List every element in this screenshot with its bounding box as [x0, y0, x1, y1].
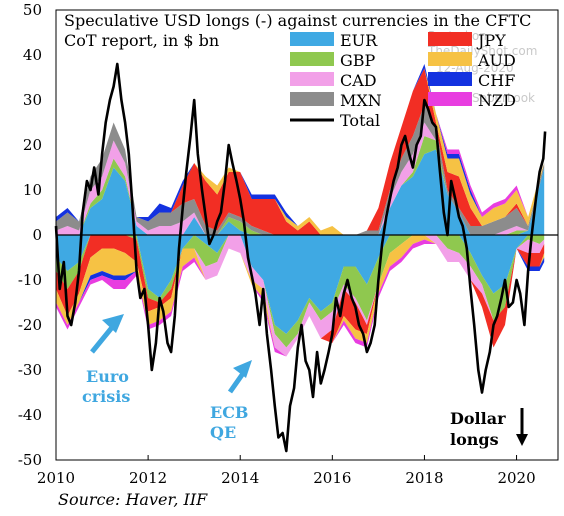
y-axis: 50 40 30 20 10 0 -10 -20 -30 -40 -50 — [18, 1, 42, 469]
legend-label-chf: CHF — [478, 71, 515, 90]
y-tick-label: 40 — [23, 46, 42, 64]
annotation-euro-crisis: Euro crisis — [82, 314, 130, 406]
legend-swatch-cad — [290, 72, 334, 86]
annotation-ecb-qe: ECB QE — [210, 360, 252, 442]
y-tick-label: 0 — [32, 226, 42, 244]
x-tick-label: 2014 — [221, 469, 259, 487]
area-aud-positive — [56, 68, 545, 235]
y-tick-label: -40 — [18, 406, 42, 424]
x-tick-label: 2016 — [313, 469, 351, 487]
euro-crisis-label-line-2: crisis — [82, 387, 130, 406]
y-tick-label: 30 — [23, 91, 42, 109]
legend-swatch-jpy — [428, 32, 472, 46]
dollar-longs-arrowhead-icon — [516, 434, 528, 446]
dollar-longs-label-line-1: Dollar — [450, 409, 506, 428]
annotation-dollar-longs: Dollar longs — [450, 408, 528, 449]
legend-swatch-gbp — [290, 52, 334, 66]
legend-label-gbp: GBP — [340, 51, 376, 70]
legend-label-aud: AUD — [477, 51, 516, 70]
ecb-qe-label-line-1: ECB — [210, 403, 248, 422]
total-line — [54, 62, 547, 453]
euro-crisis-label-line-1: Euro — [86, 367, 129, 386]
y-tick-label: 10 — [23, 181, 42, 199]
ecb-qe-arrow-icon — [227, 370, 247, 394]
chart-title-line-2: CoT report, in $ bn — [64, 31, 219, 50]
x-tick-label: 2018 — [405, 469, 443, 487]
legend-label-mxn: MXN — [340, 91, 382, 110]
legend-label-jpy: JPY — [476, 31, 506, 50]
legend-swatch-chf — [428, 72, 472, 86]
legend-swatch-nzd — [428, 92, 472, 106]
area-nzd-positive — [56, 64, 545, 235]
legend-swatch-aud — [428, 52, 472, 66]
x-axis: 2010 2012 2014 2016 2018 2020 — [37, 455, 536, 487]
legend-swatch-eur — [290, 32, 334, 46]
x-tick-label: 2012 — [129, 469, 167, 487]
watermark-line-4: @SoberLook — [460, 91, 535, 105]
legend-label-total: Total — [340, 111, 380, 130]
x-tick-label: 2020 — [497, 469, 535, 487]
y-tick-label: -10 — [18, 271, 42, 289]
y-tick-label: -20 — [18, 316, 42, 334]
y-tick-label: 20 — [23, 136, 42, 154]
euro-crisis-arrow-icon — [90, 323, 116, 354]
legend-label-nzd: NZD — [478, 91, 516, 110]
dollar-longs-label-line-2: longs — [450, 430, 499, 449]
area-chf-positive — [56, 64, 545, 235]
y-tick-label: -30 — [18, 361, 42, 379]
area-mxn-positive — [56, 104, 545, 235]
ecb-qe-arrowhead-icon — [233, 360, 252, 378]
legend-label-eur: EUR — [340, 31, 378, 50]
legend-swatch-mxn — [290, 92, 334, 106]
chart-title-line-1: Speculative USD longs (-) against curren… — [64, 11, 531, 30]
legend-label-cad: CAD — [340, 71, 377, 90]
area-eur-positive — [56, 149, 545, 235]
x-tick-label: 2010 — [37, 469, 75, 487]
y-tick-label: 50 — [23, 1, 42, 19]
euro-crisis-arrowhead-icon — [102, 314, 124, 333]
y-tick-label: -50 — [18, 451, 42, 469]
source-note: Source: Haver, IIF — [58, 490, 208, 509]
ecb-qe-label-line-2: QE — [210, 423, 236, 442]
plot-frame — [55, 9, 559, 461]
